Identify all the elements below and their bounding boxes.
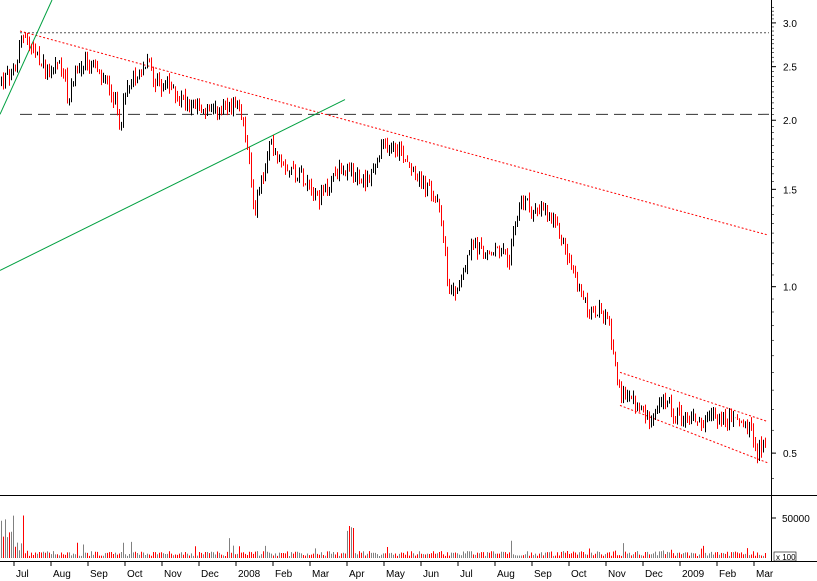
time-tick-label: Sep (90, 569, 108, 580)
reference-line (0, 0, 53, 115)
time-tick-label: Jul (16, 569, 29, 580)
time-tick-label: Dec (645, 569, 663, 580)
time-tick-label: Mar (756, 569, 774, 580)
time-tick-label: Aug (53, 569, 71, 580)
time-tick-label: Jun (423, 569, 439, 580)
time-tick-label: Nov (608, 569, 626, 580)
time-tick-label: Oct (571, 569, 587, 580)
price-panel (0, 0, 817, 562)
price-axis: 3.0 2.5 2.0 1.5 1.0 0.5 (771, 7, 797, 479)
time-tick-label: Feb (275, 569, 293, 580)
time-tick-label: Dec (201, 569, 219, 580)
volume-unit-box (773, 551, 797, 562)
time-tick-label: Nov (164, 569, 182, 580)
reference-lines (0, 0, 769, 464)
time-tick-label: Jul (460, 569, 473, 580)
time-axis: Jul Aug Sep Oct Nov Dec 2008 Feb Mar Apr May Jun Jul… (13, 562, 774, 580)
time-tick-label: 2009 (682, 569, 705, 580)
price-tick-label: 3.0 (783, 19, 797, 30)
time-tick-label: Apr (349, 569, 365, 580)
volume-bars (1, 515, 766, 558)
time-tick-label: 2008 (238, 569, 261, 580)
volume-axis: 50000 x 100 (771, 514, 810, 562)
price-tick-label: 2.0 (783, 116, 797, 127)
candles (1, 32, 766, 464)
reference-line (19, 30, 769, 236)
time-tick-label: Oct (127, 569, 143, 580)
price-tick-label: 1.5 (783, 185, 797, 196)
reference-line (619, 404, 769, 464)
volume-unit-label: x 100 (776, 553, 796, 562)
time-tick-label: Feb (719, 569, 737, 580)
price-tick-label: 1.0 (783, 283, 797, 294)
time-tick-label: Sep (534, 569, 552, 580)
price-tick-label: 0.5 (783, 449, 797, 460)
volume-tick-label: 50000 (782, 514, 810, 525)
reference-line (0, 99, 346, 271)
price-tick-label: 2.5 (783, 63, 797, 74)
time-tick-label: May (386, 569, 405, 580)
time-tick-label: Aug (497, 569, 515, 580)
time-tick-label: Mar (312, 569, 330, 580)
